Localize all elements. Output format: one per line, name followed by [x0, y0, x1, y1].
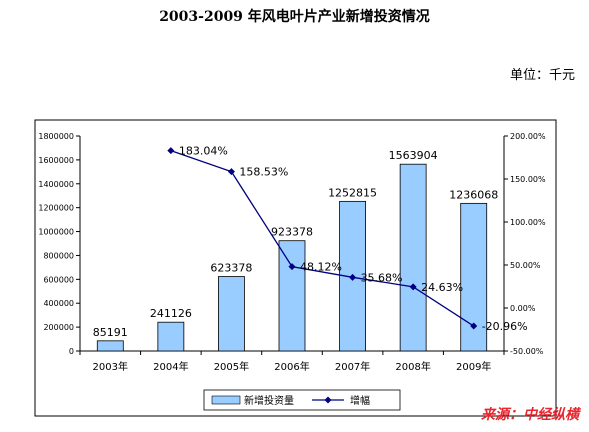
chart-title: 2003-2009 年风电叶片产业新增投资情况 — [159, 9, 430, 25]
left-tick-label: 0 — [69, 347, 74, 356]
bar — [96, 340, 124, 352]
line-data-label: 183.04% — [179, 145, 228, 158]
line-point — [167, 147, 175, 155]
left-tick-label: 1800000 — [38, 132, 74, 141]
left-tick-label: 1000000 — [38, 228, 74, 237]
plot-layer: 0 200000 400000 600000 800000 1000000 1200000 1… — [38, 132, 546, 373]
x-tick-label: 2007年 — [335, 360, 370, 373]
x-tick-label: 2009年 — [456, 360, 491, 373]
line-point — [409, 283, 417, 291]
right-tick-label: 100.00% — [510, 218, 546, 227]
x-tick-label: 2004年 — [153, 360, 188, 373]
right-tick-label: 0.00% — [510, 304, 536, 313]
left-tick-label: 800000 — [43, 251, 74, 260]
x-tick-label: 2003年 — [93, 360, 128, 373]
bar-data-label: 1252815 — [328, 186, 377, 199]
legend-line-marker — [324, 396, 332, 404]
x-tick-label: 2005年 — [214, 360, 249, 373]
line-point — [288, 263, 296, 271]
right-tick-label: 200.00% — [510, 132, 546, 141]
line-data-label: 158.53% — [239, 166, 288, 179]
bar-data-label: 923378 — [271, 226, 313, 239]
legend-line-label: 增幅 — [350, 394, 370, 407]
left-tick-label: 1200000 — [38, 204, 74, 213]
legend-bar-label: 新增投资量 — [244, 394, 294, 407]
right-tick-label: -50.00% — [510, 347, 544, 356]
left-tick-label: 1600000 — [38, 156, 74, 165]
legend-bar-swatch — [211, 395, 241, 405]
x-tick-label: 2006年 — [274, 360, 309, 373]
bar — [218, 276, 245, 352]
bar-data-label: 241126 — [150, 307, 192, 320]
bar — [399, 163, 427, 352]
x-tick-label: 2008年 — [395, 360, 430, 373]
left-tick-label: 200000 — [43, 323, 74, 332]
right-tick-label: 50.00% — [510, 261, 541, 270]
line-data-label: 35.68% — [361, 271, 403, 284]
line-point — [470, 322, 478, 330]
legend: 新增投资量 增幅 — [203, 389, 401, 411]
line-data-label: -20.96% — [482, 320, 528, 333]
line-point — [349, 273, 357, 281]
bar-data-label: 1563904 — [389, 149, 438, 162]
left-tick-label: 1400000 — [38, 180, 74, 189]
bar-data-label: 623378 — [210, 262, 252, 275]
unit-label: 单位：千元 — [509, 68, 575, 83]
bar — [157, 321, 185, 352]
legend-frame — [203, 389, 401, 411]
line-data-label: 48.12% — [300, 261, 342, 274]
left-tick-label: 400000 — [43, 299, 74, 308]
left-tick-label: 600000 — [43, 275, 74, 284]
bar-data-label: 1236068 — [449, 188, 498, 201]
bar — [278, 240, 306, 352]
source-label: 来源：中经纵横 — [481, 407, 579, 423]
right-tick-label: 150.00% — [510, 175, 546, 184]
line-data-label: 24.63% — [421, 281, 463, 294]
bar-data-label: 85191 — [93, 326, 128, 339]
growth-line — [170, 149, 475, 327]
line-point — [227, 168, 235, 176]
